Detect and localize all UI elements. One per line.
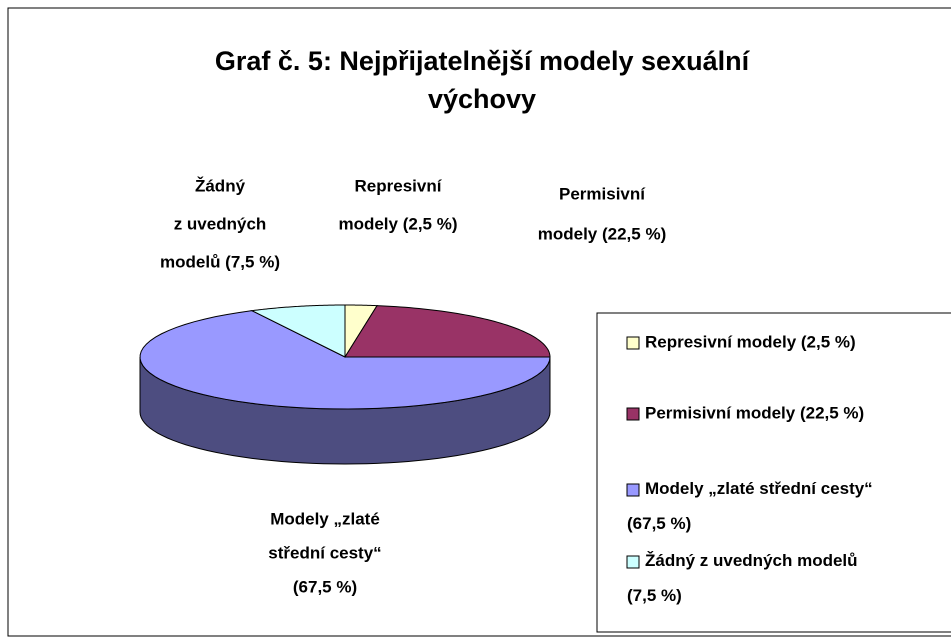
data-label: Represivní: [355, 176, 443, 195]
data-label: Modely „zlaté: [270, 509, 380, 528]
legend-label: Žádný z uvedných modelů (7,5 %): [627, 551, 858, 605]
legend-label: Modely „zlaté střední cesty“ (67,5 %): [627, 479, 873, 533]
legend-label: Permisivní modely (22,5 %): [645, 403, 864, 422]
pie-slice: [250, 304, 346, 358]
chart-title: Graf č. 5: Nejpřijatelnější modely sexuá…: [215, 46, 751, 114]
legend-box: [596, 312, 951, 633]
data-label: Žádný: [195, 176, 246, 195]
data-label: modely (22,5 %): [538, 224, 667, 243]
data-label: modely (2,5 %): [338, 214, 457, 233]
data-label: modelů (7,5 %): [160, 252, 280, 271]
data-label: Permisivní: [559, 184, 646, 203]
data-label: (67,5 %): [293, 577, 357, 596]
legend-swatch: [626, 555, 640, 569]
pie-slice: [139, 310, 551, 410]
legend-swatch: [626, 407, 640, 421]
legend-label: Represivní modely (2,5 %): [645, 332, 856, 351]
legend-swatch: [626, 483, 640, 497]
data-label: střední cesty“: [268, 543, 381, 562]
legend-swatch: [626, 336, 640, 350]
pie-slice: [344, 305, 551, 358]
data-label: z uvedných: [174, 214, 267, 233]
